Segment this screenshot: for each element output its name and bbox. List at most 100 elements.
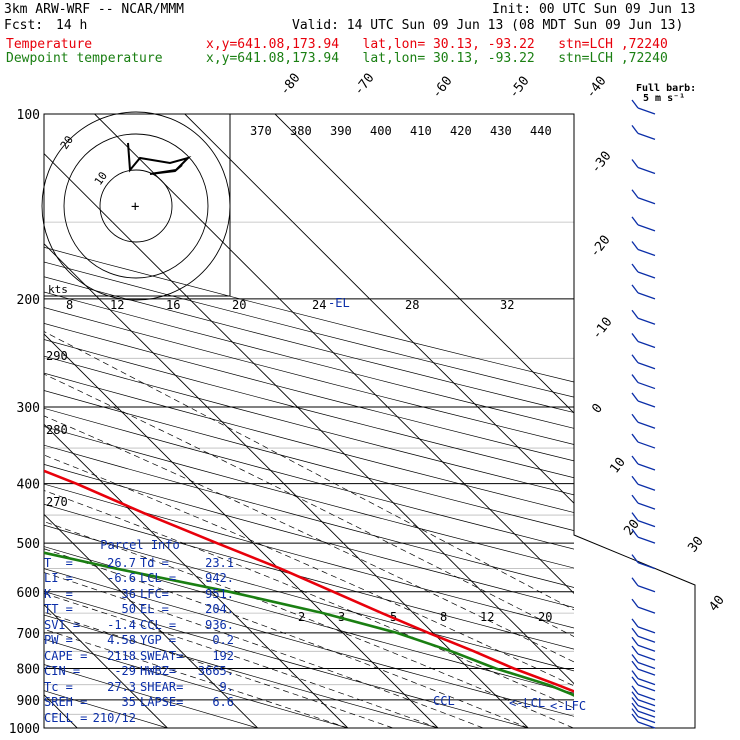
parcel-info-row: SREH = 35 LAPSE= 6.6 xyxy=(44,695,236,711)
level-annotation: CCL xyxy=(433,694,455,708)
wind-barb xyxy=(631,241,656,257)
barb-legend-unit: 5 m s⁻¹ xyxy=(643,93,686,104)
level-annotation: <-LFC xyxy=(550,699,586,713)
parcel-info-row: CAPE = 2118 SWEAT= 192 xyxy=(44,649,236,665)
dry-adiabat-line xyxy=(44,546,574,694)
parcel-info-cell: -1.4 xyxy=(107,617,136,632)
wind-barb xyxy=(631,618,656,634)
forecast-label: Fcst: xyxy=(4,18,44,33)
isotherm-label: -70 xyxy=(351,71,377,99)
forecast-hour: 14 h xyxy=(56,18,88,33)
mixing-ratio-label: 20 xyxy=(538,610,552,624)
hodograph-ring-label: 10 xyxy=(92,169,110,187)
isotherm-label: 20 xyxy=(621,517,642,539)
parcel-info-cell: 936. xyxy=(205,617,234,632)
dry-adiabat-line xyxy=(44,664,259,728)
wind-barb xyxy=(631,512,656,528)
parcel-info-cell: LAPSE= xyxy=(140,695,184,709)
mixing-ratio-label: 32 xyxy=(500,298,514,312)
wind-barb xyxy=(631,685,656,701)
mixing-ratio-label: 2 xyxy=(298,610,305,624)
temperature-profile-line xyxy=(44,469,574,693)
wind-barb xyxy=(631,433,656,449)
pressure-tick-label: 1000 xyxy=(9,722,40,737)
parcel-info-row: T = 26.7 Td = 23.1 xyxy=(44,556,236,572)
parcel-info-cell: Tc = xyxy=(44,679,73,694)
dry-adiabat-line xyxy=(44,524,574,672)
dry-adiabat-line xyxy=(44,322,574,462)
wind-barb xyxy=(631,475,656,491)
dewpoint-profile-line xyxy=(44,551,574,697)
theta-e-label: 290 xyxy=(46,349,68,363)
hodograph-ring-label: 20 xyxy=(58,133,76,151)
wind-barb xyxy=(631,494,656,510)
pressure-tick-label: 300 xyxy=(17,401,40,416)
parcel-info-cell: 27.3 xyxy=(107,679,136,694)
isotherm-line xyxy=(44,423,349,728)
hodograph-ring xyxy=(63,133,209,279)
wind-barb xyxy=(631,159,656,175)
dry-adiabat-line xyxy=(44,614,440,728)
dry-adiabat-line xyxy=(44,307,574,445)
theta-label: 440 xyxy=(530,124,552,138)
isotherm-line xyxy=(274,114,574,414)
parcel-info-cell: 204. xyxy=(205,602,234,616)
mixing-ratio-label: 8 xyxy=(66,298,73,312)
valid-time: Valid: 14 UTC Sun 09 Jun 13 (08 MDT Sun … xyxy=(292,18,684,33)
wind-barb xyxy=(631,309,656,325)
mixing-ratio-label: 20 xyxy=(232,298,246,312)
wind-barb xyxy=(631,99,656,115)
wind-barb xyxy=(631,708,656,724)
model-title: 3km ARW-WRF -- NCAR/MMM xyxy=(4,2,185,17)
parcel-info-cell: 50 xyxy=(121,602,136,616)
barb-legend-title: Full barb: xyxy=(636,83,697,94)
isotherm-label: 30 xyxy=(685,534,706,556)
parcel-info-cell: K = xyxy=(44,586,73,601)
parcel-info-cell: 942. xyxy=(205,571,234,585)
wind-barb xyxy=(631,670,656,686)
isotherm-line xyxy=(184,114,574,504)
dry-adiabat-line xyxy=(44,339,574,479)
hodograph-center: + xyxy=(131,199,139,215)
theta-label: 390 xyxy=(330,124,352,138)
wind-barb xyxy=(631,413,656,429)
theta-label: 430 xyxy=(490,124,512,138)
init-time: Init: 00 UTC Sun 09 Jun 13 xyxy=(492,2,696,17)
parcel-info-cell: CIN = xyxy=(44,664,81,678)
parcel-info-cell: SWEAT= xyxy=(140,648,184,663)
parcel-info-cell: 951. xyxy=(205,586,234,601)
parcel-info-row: Tc = 27.3 SHEAR= 9. xyxy=(44,680,236,696)
isotherm-label: 10 xyxy=(607,455,628,477)
isotherm-label: -10 xyxy=(589,315,615,343)
parcel-info-cell: 3665. xyxy=(197,664,234,678)
parcel-info-cell: 4.58 xyxy=(107,633,136,647)
theta-label: 410 xyxy=(410,124,432,138)
mixing-ratio-label: 12 xyxy=(480,610,494,624)
wind-barb xyxy=(631,333,656,349)
parcel-info-row: LI = -6.6 LCL = 942. xyxy=(44,571,236,587)
wind-barb xyxy=(631,189,656,205)
dry-adiabat-line xyxy=(44,261,574,398)
parcel-info-cell: LFC= xyxy=(140,586,169,601)
parcel-info-cell: T = xyxy=(44,555,73,570)
pressure-tick-label: 900 xyxy=(17,694,40,709)
hodograph-unit: kts xyxy=(48,283,68,296)
parcel-info-row: CELL = 210/12 xyxy=(44,711,236,727)
level-annotation: <-LCL xyxy=(509,696,545,710)
wind-barb xyxy=(631,216,656,232)
pressure-tick-label: 100 xyxy=(17,108,40,123)
isotherm-line xyxy=(44,243,529,728)
dry-adiabat-line xyxy=(44,483,574,629)
theta-e-label: 280 xyxy=(46,423,68,437)
isotherm-line xyxy=(44,152,574,685)
parcel-info-cell: -6.6 xyxy=(107,571,136,585)
wind-barb xyxy=(631,577,656,593)
parcel-info-row: CIN = -29 HWBZ= 3665. xyxy=(44,664,236,680)
parcel-info-cell: 35 xyxy=(121,695,136,709)
moist-adiabat-line xyxy=(44,628,348,728)
parcel-info-cell: CELL = xyxy=(44,710,88,725)
dewpoint-legend: Dewpoint temperature xyxy=(6,51,163,66)
wind-barb xyxy=(631,263,656,279)
dry-adiabat-line xyxy=(44,246,574,383)
